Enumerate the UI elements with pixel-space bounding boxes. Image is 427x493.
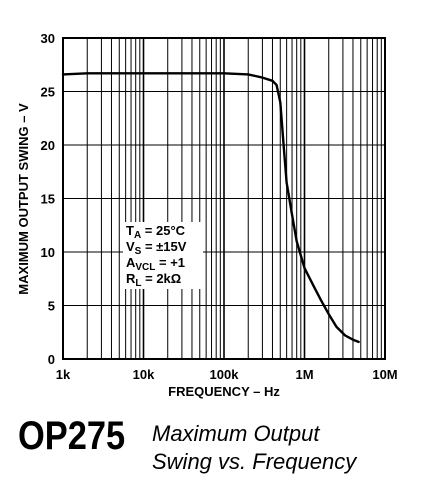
condition-line: AVCL = +1 [126,255,185,273]
y-tick-label: 10 [41,245,55,260]
y-tick-label: 5 [48,299,55,314]
series-line [61,72,360,344]
x-tick-label: 10k [133,367,155,382]
x-axis-title: FREQUENCY – Hz [168,384,280,399]
x-tick-label: 100k [210,367,240,382]
plot-frame [62,37,386,360]
condition-line: VS = ±15V [126,239,187,257]
part-number: OP275 [18,414,126,458]
y-tick-label: 20 [41,138,55,153]
figure-caption: Maximum Output Swing vs. Frequency [152,420,356,476]
chart: 1k 10k 100k 1M 10M 0 5 10 15 20 25 30 FREQUENCY – … [16,31,398,399]
y-tick-labels: 0 5 10 15 20 25 30 [41,31,55,367]
caption-line-2: Swing vs. Frequency [152,449,357,474]
y-tick-label: 0 [48,352,55,367]
condition-line: RL = 2kΩ [126,271,181,289]
plot-border [62,37,386,360]
y-axis-title: MAXIMUM OUTPUT SWING – V [16,103,31,295]
x-tick-labels: 1k 10k 100k 1M 10M [56,367,398,382]
y-tick-label: 25 [41,85,55,100]
series-layer [61,72,360,344]
conditions-background [123,222,203,289]
x-tick-label: 1k [56,367,71,382]
grid [62,37,385,360]
y-tick-label: 30 [41,31,55,46]
x-tick-label: 1M [295,367,313,382]
y-tick-label: 15 [41,192,55,207]
x-tick-label: 10M [372,367,397,382]
condition-line: TA = 25°C [126,223,186,241]
caption-line-1: Maximum Output [152,421,320,446]
